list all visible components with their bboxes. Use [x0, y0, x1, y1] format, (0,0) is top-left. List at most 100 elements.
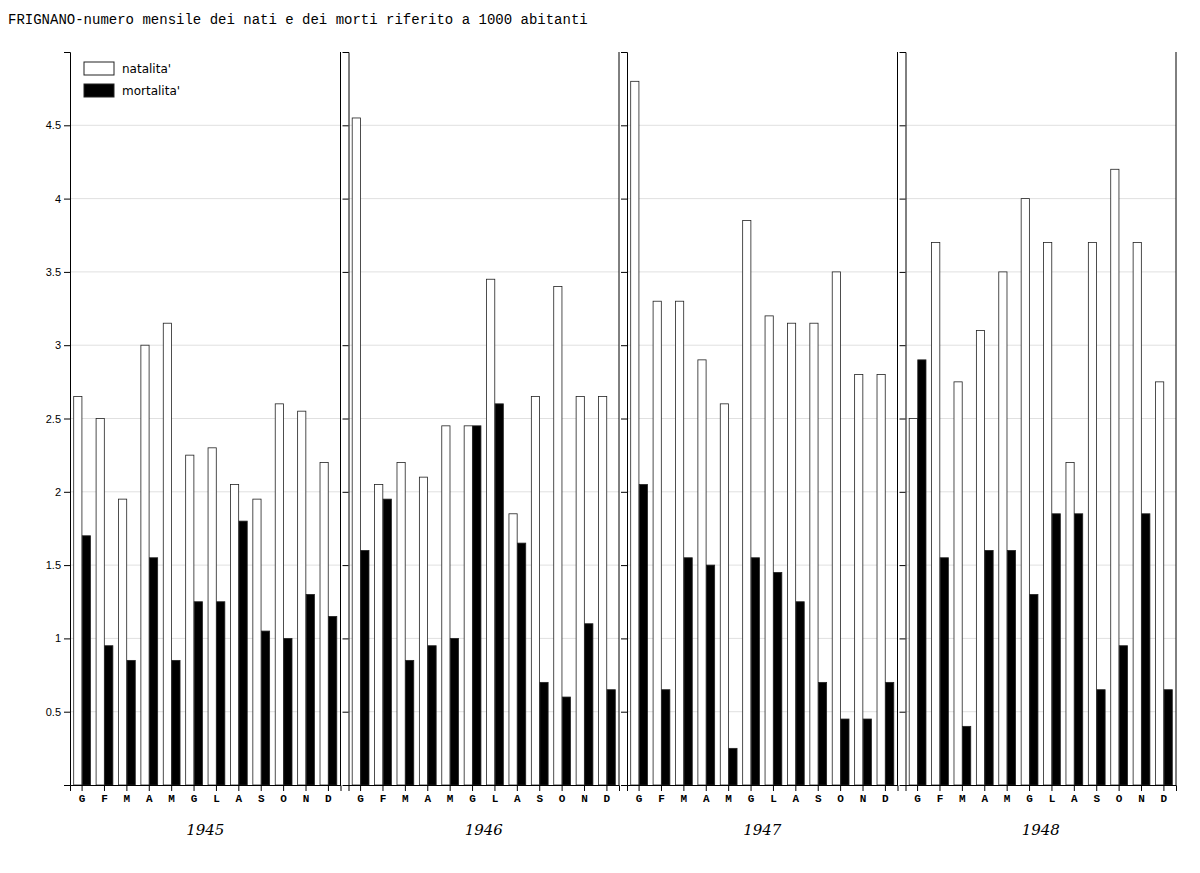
grid-line [906, 125, 1177, 126]
bar [82, 536, 90, 785]
tick-mark [1163, 785, 1164, 791]
axis-line [900, 53, 907, 786]
tick-label: N [303, 793, 310, 805]
bar [932, 243, 940, 785]
bar [787, 323, 795, 785]
x-axis: GFMAMGLASOND [71, 785, 342, 805]
axis-title: 1945 [186, 821, 224, 839]
tick-mark [900, 345, 906, 346]
bar [406, 660, 414, 785]
tick: F [380, 785, 387, 805]
y-axis [900, 53, 907, 786]
tick: N [860, 785, 867, 805]
axis-line [343, 53, 350, 786]
chart: GFMAMGLASOND0.511.522.533.544.51945natal… [0, 0, 1200, 873]
tick: A [703, 785, 710, 805]
tick: G [914, 785, 921, 805]
tick [343, 125, 349, 126]
bar [149, 558, 157, 785]
axis-title: 1947 [743, 821, 782, 839]
grid-line [70, 271, 341, 272]
bar [194, 602, 202, 785]
tick-mark [194, 785, 195, 791]
x-axis: GFMAMGLASOND [906, 785, 1177, 805]
tick-label: D [1161, 793, 1168, 805]
tick-mark [621, 125, 627, 126]
tick-mark [1029, 785, 1030, 791]
tick: G [1026, 785, 1033, 805]
tick-mark [64, 199, 70, 200]
bar [796, 602, 804, 785]
bar [253, 499, 261, 785]
tick-mark [343, 272, 349, 273]
bar [607, 690, 615, 785]
axis-line [621, 53, 628, 786]
tick [343, 345, 349, 346]
tick-mark [621, 272, 627, 273]
bar [186, 455, 194, 785]
tick-mark [149, 785, 150, 791]
bar [631, 81, 639, 785]
bar [540, 682, 548, 785]
tick: D [325, 785, 332, 805]
bar [863, 719, 871, 785]
tick-label: G [914, 793, 921, 805]
tick-mark [64, 712, 70, 713]
axis-line [906, 786, 1177, 792]
tick-mark [64, 492, 70, 493]
tick-mark [661, 785, 662, 791]
bar [172, 660, 180, 785]
tick-mark [343, 712, 349, 713]
tick [900, 272, 906, 273]
bar [509, 514, 517, 785]
tick-mark [343, 638, 349, 639]
bar [720, 404, 728, 785]
tick-label: M [681, 793, 688, 805]
tick-mark [984, 785, 985, 791]
y-axis [621, 53, 628, 786]
tick: D [604, 785, 611, 805]
bar [698, 360, 706, 785]
tick-mark [621, 638, 627, 639]
tick-mark [343, 492, 349, 493]
tick-label: O [559, 793, 566, 805]
tick-label: 4.5 [46, 119, 61, 131]
tick-label: G [357, 793, 364, 805]
tick-mark [450, 785, 451, 791]
tick-label: L [492, 793, 499, 805]
tick-label: O [1116, 793, 1123, 805]
tick-mark [584, 785, 585, 791]
frame-line [897, 52, 898, 785]
tick: M [447, 785, 454, 805]
tick: 4.5 [46, 119, 70, 131]
bar [999, 272, 1007, 785]
tick-mark [639, 785, 640, 791]
legend-label: mortalita' [122, 84, 180, 98]
tick-label: A [514, 793, 521, 805]
tick-mark [306, 785, 307, 791]
tick: 1.5 [46, 559, 70, 571]
bar [653, 301, 661, 785]
tick: N [1138, 785, 1145, 805]
tick [343, 272, 349, 273]
tick: G [191, 785, 198, 805]
tick-mark [216, 785, 217, 791]
axis-line [628, 786, 899, 792]
tick [900, 712, 906, 713]
tick-label: M [725, 793, 732, 805]
bar [985, 550, 993, 785]
tick-mark [606, 785, 607, 791]
tick: O [837, 785, 844, 805]
tick: F [658, 785, 665, 805]
tick-mark [900, 492, 906, 493]
bar [832, 272, 840, 785]
tick [621, 199, 627, 200]
bar [473, 426, 481, 785]
tick-mark [773, 785, 774, 791]
tick-mark [818, 785, 819, 791]
tick-mark [64, 419, 70, 420]
tick [900, 419, 906, 420]
bar [1066, 462, 1074, 785]
bar [1111, 169, 1119, 785]
bars [631, 81, 894, 785]
